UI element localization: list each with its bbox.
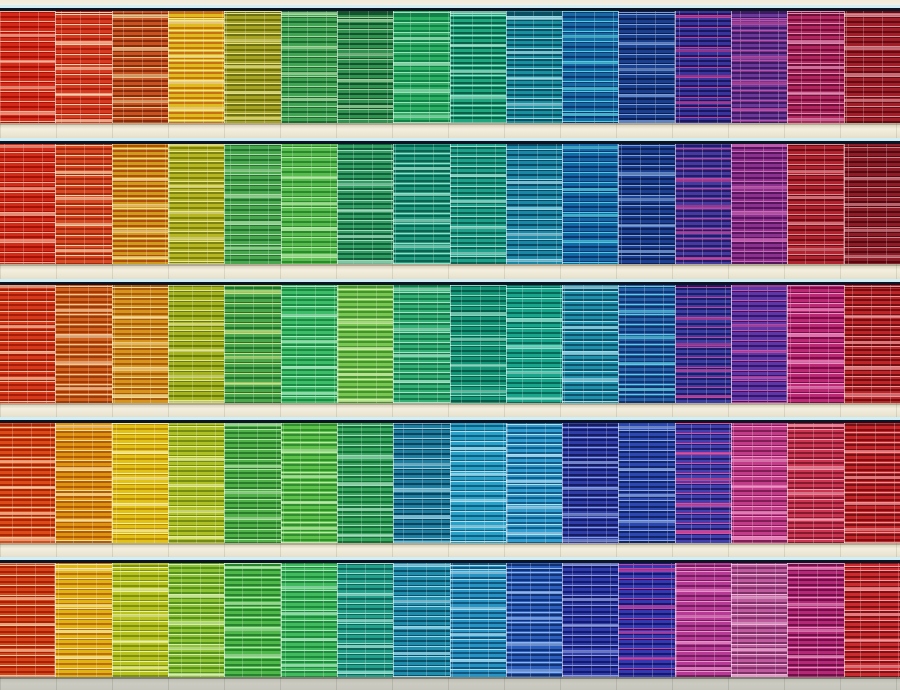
facade-panel [618,285,675,403]
facade-panel [618,144,675,264]
facade-panel [280,563,337,677]
facade-panel [618,563,675,677]
facade-panel [0,563,56,677]
facade-panel [787,144,844,264]
facade-panel [787,423,844,543]
facade-panel [280,144,337,264]
facade-band-5 [0,560,900,677]
top-ledge [0,0,900,8]
facade-panel [0,11,56,123]
facade-panel [55,563,112,677]
facade-panel [618,11,675,123]
facade-panel [562,144,619,264]
facade-panel [336,423,394,543]
facade-panel [55,11,112,123]
facade-panel [562,563,619,677]
facade-panel [674,144,732,264]
facade-panel [111,144,168,264]
facade-band-3 [0,282,900,403]
facade-panel [449,144,506,264]
floor-divider [0,403,900,420]
facade-panel [787,11,844,123]
facade-panel [731,563,788,677]
facade-panel [224,285,281,403]
facade-panel [843,144,900,264]
facade-panel [674,11,732,123]
facade-panel [167,423,225,543]
facade-panel [0,144,56,264]
facade-panel [731,285,788,403]
facade-panel [843,11,900,123]
facade-panel [336,563,394,677]
facade-panel [449,563,506,677]
facade-panel [280,285,337,403]
facade-panel [843,285,900,403]
facade-panel [731,144,788,264]
facade-panel [731,11,788,123]
facade-panel [111,11,168,123]
facade-panel [393,563,450,677]
facade-panel [787,563,844,677]
facade-panel [167,285,225,403]
facade-band-2 [0,141,900,264]
facade-panel [280,11,337,123]
facade-panel [111,285,168,403]
facade-panel [731,423,788,543]
facade-panel [111,563,168,677]
facade-panel [224,144,281,264]
facade-panel [393,144,450,264]
facade-band-1 [0,8,900,123]
facade-panel [336,285,394,403]
facade-panel [674,423,732,543]
facade-panel [505,423,563,543]
facade-panel [505,11,563,123]
facade-panel [224,423,281,543]
facade-panel [449,285,506,403]
facade-panel [393,285,450,403]
bottom-ledge [0,677,900,690]
floor-divider [0,123,900,141]
facade-panel [562,423,619,543]
facade-panel [843,563,900,677]
facade-panel [674,285,732,403]
facade-panel [674,563,732,677]
facade-panel [787,285,844,403]
facade-panel [167,11,225,123]
facade-panel [449,11,506,123]
facade-panel [224,563,281,677]
facade-panel [280,423,337,543]
facade-panel [505,144,563,264]
floor-divider [0,543,900,560]
facade-panel [843,423,900,543]
facade-panel [224,11,281,123]
facade-panel [449,423,506,543]
facade-panel [618,423,675,543]
facade-band-4 [0,420,900,543]
facade-panel [55,285,112,403]
facade-panel [111,423,168,543]
facade-panel [393,11,450,123]
facade-panel [336,144,394,264]
floor-divider [0,264,900,282]
facade-panel [393,423,450,543]
facade-panel [336,11,394,123]
facade-panel [167,563,225,677]
facade-panel [55,144,112,264]
facade-panel [505,285,563,403]
facade-panel [55,423,112,543]
facade-panel [0,423,56,543]
facade-panel [562,11,619,123]
facade-panel [505,563,563,677]
facade-panel [0,285,56,403]
facade-panel [167,144,225,264]
facade-panel [562,285,619,403]
